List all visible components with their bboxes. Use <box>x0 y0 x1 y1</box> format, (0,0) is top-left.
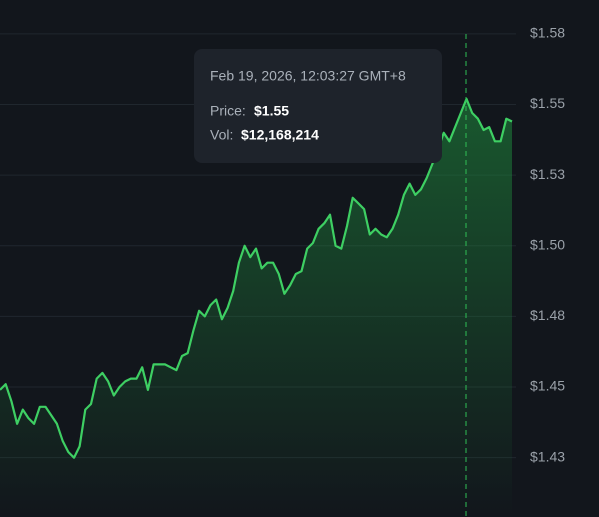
tooltip-date: Feb 19, 2026, 12:03:27 GMT+8 <box>210 68 406 84</box>
tooltip-box <box>194 49 442 163</box>
y-tick-label: $1.58 <box>530 25 565 41</box>
y-tick-label: $1.53 <box>530 166 565 182</box>
y-tick-label: $1.55 <box>530 95 565 111</box>
price-line <box>0 97 513 459</box>
y-tick-label: $1.43 <box>530 448 565 464</box>
tooltip-volume: $12,168,214 <box>241 127 319 143</box>
tooltip-price: $1.55 <box>254 103 289 119</box>
y-tick-label: $1.45 <box>530 378 565 394</box>
tooltip-volume-label: Vol: <box>210 127 233 143</box>
y-tick-label: $1.48 <box>530 307 565 323</box>
area <box>0 98 512 517</box>
tooltip-price-label: Price: <box>210 103 246 119</box>
plot <box>0 97 513 517</box>
y-tick-label: $1.50 <box>530 236 565 252</box>
tooltip: Feb 19, 2026, 12:03:27 GMT+8 Price: $1.5… <box>194 49 442 163</box>
